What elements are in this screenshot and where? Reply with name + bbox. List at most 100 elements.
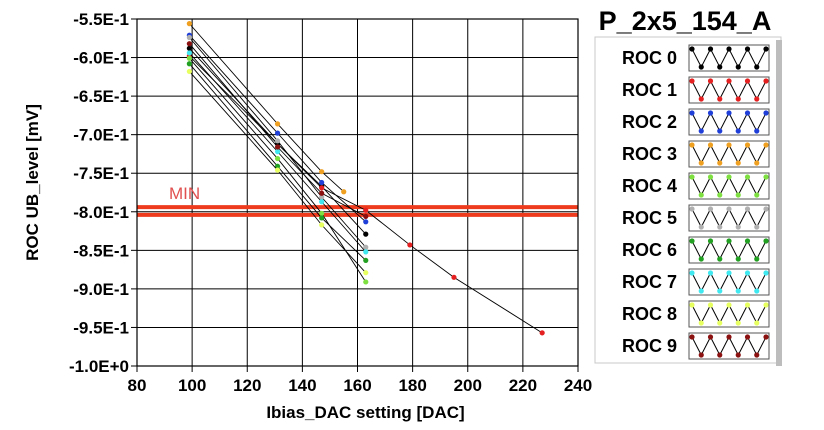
legend-swatch-marker [726,142,732,148]
data-point [274,149,281,155]
legend-swatch-marker [744,302,751,308]
legend-swatch-marker [744,238,751,244]
x-tick-label: 100 [178,376,206,395]
legend-label: ROC 3 [622,144,677,164]
legend-swatch-marker [754,160,760,166]
legend-swatch-marker [698,96,704,102]
legend-swatch-marker [726,270,732,276]
data-point [186,34,192,41]
legend-swatch-marker [754,64,760,70]
data-point [186,68,192,75]
legend-swatch-marker [726,334,732,340]
data-point [363,270,369,276]
legend-swatch-marker [689,78,695,84]
legend-swatch-marker [707,46,714,52]
legend-swatch-marker [744,174,751,180]
legend-swatch-marker [707,174,714,180]
data-point [363,231,369,237]
legend-swatch-marker [689,238,695,244]
legend-swatch-marker [735,224,741,230]
y-tick-label: -1.0E+0 [69,357,129,376]
legend-swatch-marker [698,352,704,358]
legend-label: ROC 4 [622,176,677,196]
y-tick-label: -7.5E-1 [73,164,129,183]
data-point [319,185,325,191]
legend-swatch-marker [689,142,695,148]
legend-swatch-marker [763,206,769,212]
legend-swatch-marker [726,110,732,116]
series-line [189,37,367,248]
legend-swatch-marker [744,206,751,212]
data-point [274,121,281,127]
y-tick-label: -9.5E-1 [73,318,129,337]
series-line [189,63,367,261]
legend-swatch-marker [698,192,704,198]
data-point [186,41,192,47]
series-line [189,47,367,235]
legend-swatch-marker [726,302,732,308]
legend-swatch-marker [698,128,704,134]
legend-swatch-marker [707,78,714,84]
data-point [319,194,325,200]
legend-swatch-marker [744,46,751,52]
legend-swatch-marker [698,64,704,70]
data-point [186,50,192,56]
data-point [319,210,325,216]
legend-label: ROC 0 [622,48,677,68]
data-point [363,219,369,225]
x-tick-label: 200 [454,376,482,395]
x-axis-label: Ibias_DAC setting [DAC] [266,403,464,422]
legend-swatch-marker [717,192,723,198]
x-tick-label: 180 [398,376,426,395]
legend-swatch-marker [763,302,769,308]
legend-swatch-marker [763,334,769,340]
legend-swatch-marker [726,238,732,244]
legend-swatch-marker [735,288,741,294]
data-point [186,21,192,27]
data-point [539,330,545,336]
chart-title: P_2x5_154_A [599,6,772,36]
legend-swatch-marker [763,110,769,116]
data-point [363,244,369,250]
legend-swatch-marker [689,302,695,308]
legend-swatch-marker [707,110,714,116]
legend-swatch-marker [726,46,732,52]
data-point [274,138,281,144]
legend-swatch-marker [763,174,769,180]
legend-swatch-marker [717,128,723,134]
legend-swatch-marker [707,238,714,244]
x-tick-label: 120 [233,376,261,395]
legend-swatch-marker [717,160,723,166]
legend-swatch-marker [717,256,723,262]
legend-swatch-marker [717,288,723,294]
y-tick-label: -5.5E-1 [73,10,129,29]
min-label: MIN [169,184,200,203]
series-line [189,58,367,283]
legend-swatch-marker [735,160,741,166]
legend-swatch-marker [717,64,723,70]
legend-swatch-marker [735,64,741,70]
data-point [186,45,192,51]
y-axis-label: ROC UB_level [mV] [23,104,42,261]
data-point [319,199,325,205]
legend-swatch-marker [754,256,760,262]
series-line [189,23,345,193]
series-line [189,71,367,274]
legend-swatch-marker [763,46,769,52]
series-9 [186,41,369,220]
x-tick-label: 160 [343,376,371,395]
legend-swatch-marker [707,334,714,340]
data-point [186,55,192,61]
series-6 [186,61,369,263]
legend-swatch-marker [726,78,732,84]
legend-swatch-marker [754,320,760,326]
legend-swatch-marker [763,78,769,84]
legend-swatch-marker [754,96,760,102]
legend-label: ROC 8 [622,304,677,324]
y-tick-label: -8.5E-1 [73,241,129,260]
legend-swatch-marker [763,142,769,148]
data-point [363,207,369,213]
legend-swatch-marker [689,270,695,276]
y-tick-label: -7.0E-1 [73,126,129,145]
